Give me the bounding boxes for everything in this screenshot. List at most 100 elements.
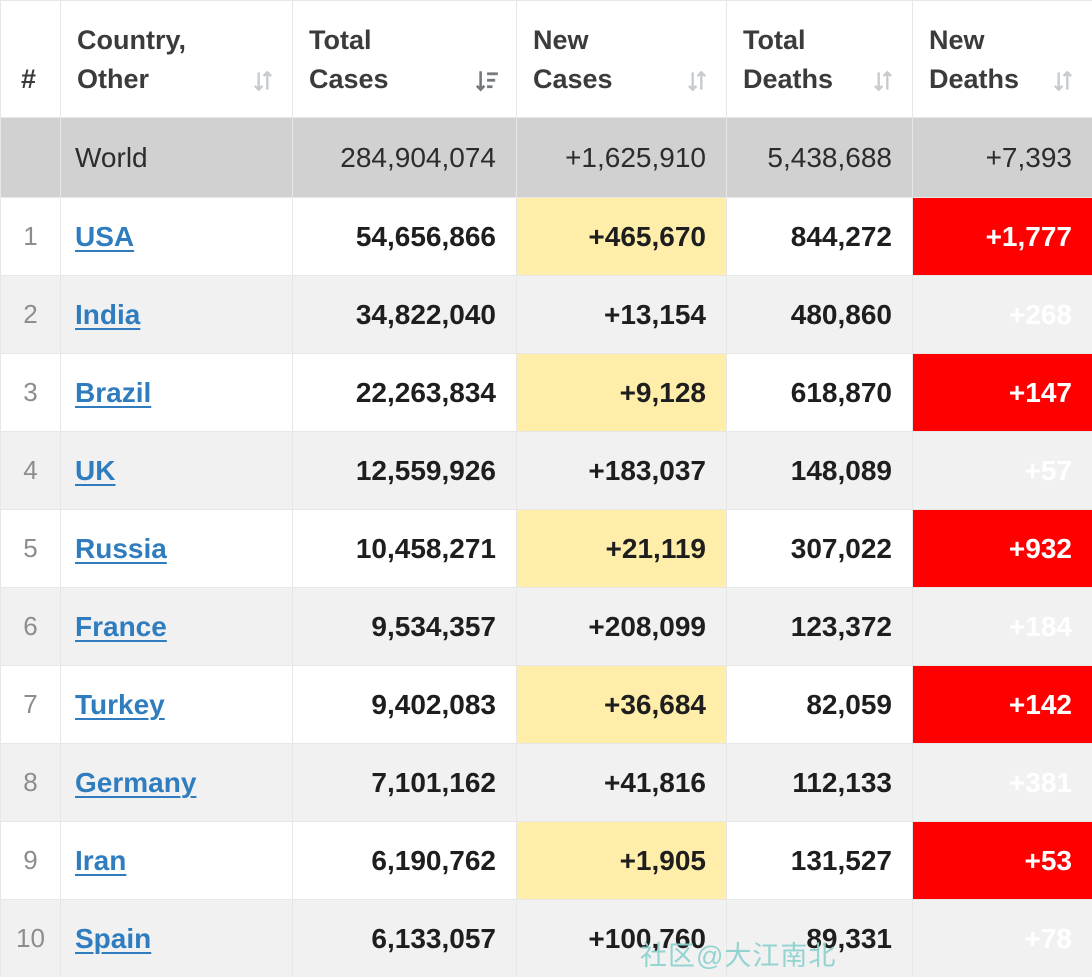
country-link[interactable]: Spain	[75, 922, 152, 954]
total-cases-cell: 10,458,271	[292, 509, 517, 588]
header-rank-label: #	[21, 63, 37, 94]
country-row: 4 UK 12,559,926 +183,037 148,089 +57	[0, 431, 1092, 510]
new-cases-cell: +21,119	[516, 509, 727, 588]
rank-cell: 8	[0, 743, 61, 822]
new-deaths-cell: +381	[912, 743, 1092, 822]
sort-both-icon	[250, 68, 276, 98]
country-row: 8 Germany 7,101,162 +41,816 112,133 +381	[0, 743, 1092, 822]
total-deaths-cell: 82,059	[726, 665, 913, 744]
header-new-cases[interactable]: New Cases	[516, 0, 727, 118]
header-total-cases[interactable]: Total Cases	[292, 0, 517, 118]
country-row: 5 Russia 10,458,271 +21,119 307,022 +932	[0, 509, 1092, 588]
country-cell: Spain	[60, 899, 293, 977]
rank-cell: 7	[0, 665, 61, 744]
total-cases-cell: 22,263,834	[292, 353, 517, 432]
header-new-deaths[interactable]: New Deaths	[912, 0, 1092, 118]
rank-cell: 4	[0, 431, 61, 510]
country-link[interactable]: Russia	[75, 532, 167, 564]
country-link[interactable]: France	[75, 610, 167, 642]
country-cell: Turkey	[60, 665, 293, 744]
new-deaths-cell: +142	[912, 665, 1092, 744]
total-cases-cell: 12,559,926	[292, 431, 517, 510]
sort-both-icon	[1050, 68, 1076, 98]
total-cases-cell: 6,190,762	[292, 821, 517, 900]
sort-desc-active-icon	[472, 68, 500, 98]
table-body: World 284,904,074 +1,625,910 5,438,688 +…	[0, 117, 1092, 977]
country-cell: Brazil	[60, 353, 293, 432]
new-deaths-cell: +1,777	[912, 197, 1092, 276]
country-link[interactable]: India	[75, 298, 141, 330]
sort-both-icon	[684, 68, 710, 98]
total-cases-cell: 34,822,040	[292, 275, 517, 354]
total-deaths-cell: 89,331	[726, 899, 913, 977]
header-rank[interactable]: #	[0, 0, 61, 118]
new-deaths-cell: +147	[912, 353, 1092, 432]
new-cases-cell: +1,905	[516, 821, 727, 900]
country-cell: UK	[60, 431, 293, 510]
country-cell: India	[60, 275, 293, 354]
total-deaths-cell: 148,089	[726, 431, 913, 510]
rank-cell	[0, 117, 61, 198]
header-new-deaths-label: New Deaths	[929, 25, 1020, 94]
header-total-cases-label: Total Cases	[309, 25, 389, 94]
total-cases-cell: 9,534,357	[292, 587, 517, 666]
country-link[interactable]: USA	[75, 220, 135, 252]
new-cases-cell: +13,154	[516, 275, 727, 354]
country-link[interactable]: UK	[75, 454, 116, 486]
rank-cell: 9	[0, 821, 61, 900]
new-deaths-cell: +53	[912, 821, 1092, 900]
new-cases-cell: +9,128	[516, 353, 727, 432]
total-deaths-cell: 307,022	[726, 509, 913, 588]
country-row: 6 France 9,534,357 +208,099 123,372 +184	[0, 587, 1092, 666]
total-cases-cell: 9,402,083	[292, 665, 517, 744]
country-row: 9 Iran 6,190,762 +1,905 131,527 +53	[0, 821, 1092, 900]
sort-both-icon	[870, 68, 896, 98]
world-row: World 284,904,074 +1,625,910 5,438,688 +…	[0, 117, 1092, 198]
country-cell: USA	[60, 197, 293, 276]
rank-cell: 10	[0, 899, 61, 977]
header-country[interactable]: Country, Other	[60, 0, 293, 118]
total-deaths-cell: 480,860	[726, 275, 913, 354]
country-cell: Iran	[60, 821, 293, 900]
country-cell: Germany	[60, 743, 293, 822]
country-link[interactable]: Germany	[75, 766, 197, 798]
rank-cell: 3	[0, 353, 61, 432]
new-deaths-cell: +932	[912, 509, 1092, 588]
country-row: 10 Spain 6,133,057 +100,760 89,331 +78	[0, 899, 1092, 977]
country-row: 7 Turkey 9,402,083 +36,684 82,059 +142	[0, 665, 1092, 744]
new-deaths-cell: +78	[912, 899, 1092, 977]
rank-cell: 1	[0, 197, 61, 276]
country-link[interactable]: Brazil	[75, 376, 152, 408]
rank-cell: 6	[0, 587, 61, 666]
total-deaths-cell: 131,527	[726, 821, 913, 900]
header-new-cases-label: New Cases	[533, 25, 613, 94]
total-cases-cell: 54,656,866	[292, 197, 517, 276]
new-cases-cell: +183,037	[516, 431, 727, 510]
new-cases-cell: +36,684	[516, 665, 727, 744]
country-row: 2 India 34,822,040 +13,154 480,860 +268	[0, 275, 1092, 354]
rank-cell: 2	[0, 275, 61, 354]
header-row: # Country, Other Total Cases	[0, 0, 1092, 118]
total-cases-cell: 284,904,074	[292, 117, 517, 198]
new-cases-cell: +465,670	[516, 197, 727, 276]
total-cases-cell: 6,133,057	[292, 899, 517, 977]
header-total-deaths-label: Total Deaths	[743, 25, 834, 94]
header-total-deaths[interactable]: Total Deaths	[726, 0, 913, 118]
country-row: 1 USA 54,656,866 +465,670 844,272 +1,777	[0, 197, 1092, 276]
new-deaths-cell: +268	[912, 275, 1092, 354]
new-cases-cell: +1,625,910	[516, 117, 727, 198]
world-label-cell: World	[60, 117, 293, 198]
country-row: 3 Brazil 22,263,834 +9,128 618,870 +147	[0, 353, 1092, 432]
new-cases-cell: +100,760	[516, 899, 727, 977]
country-link[interactable]: Turkey	[75, 688, 165, 720]
country-cell: France	[60, 587, 293, 666]
total-deaths-cell: 123,372	[726, 587, 913, 666]
rank-cell: 5	[0, 509, 61, 588]
total-deaths-cell: 618,870	[726, 353, 913, 432]
country-link[interactable]: Iran	[75, 844, 127, 876]
total-deaths-cell: 5,438,688	[726, 117, 913, 198]
new-deaths-cell: +184	[912, 587, 1092, 666]
total-deaths-cell: 112,133	[726, 743, 913, 822]
